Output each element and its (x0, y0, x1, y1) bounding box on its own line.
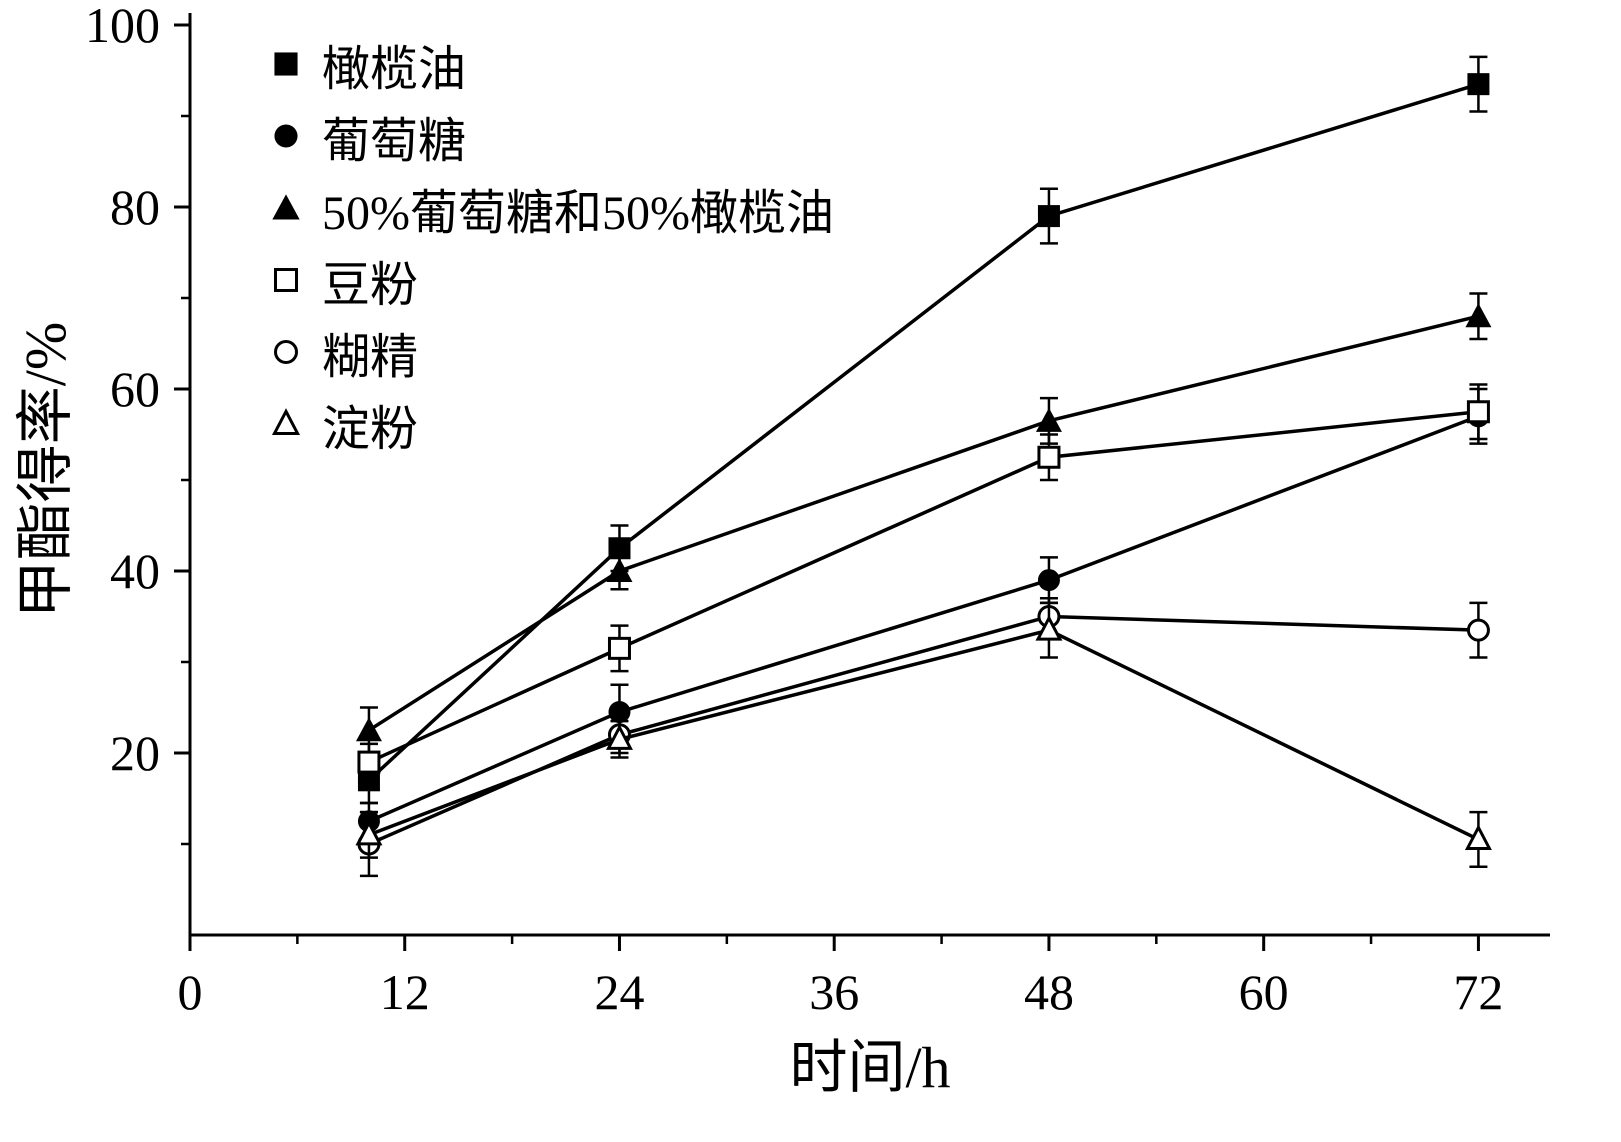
svg-text:20: 20 (110, 725, 160, 781)
legend-label: 糊精 (322, 331, 419, 384)
square-filled-icon (274, 52, 298, 76)
triangle-filled-icon (272, 194, 300, 220)
legend-label: 50%葡萄糖和50%橄榄油 (322, 187, 834, 240)
legend-item: 豆粉 (268, 244, 834, 316)
circle-filled-icon (274, 124, 298, 148)
svg-text:80: 80 (110, 179, 160, 235)
legend-item: 糊精 (268, 316, 834, 388)
legend-label: 葡萄糖 (322, 115, 467, 168)
svg-text:60: 60 (110, 361, 160, 417)
y-axis-title: 甲酯得率/% (13, 321, 78, 619)
legend-label: 淀粉 (322, 403, 419, 456)
legend-item: 葡萄糖 (268, 100, 834, 172)
legend-label: 橄榄油 (322, 43, 467, 96)
svg-text:24: 24 (594, 964, 644, 1020)
x-axis-title: 时间/h (789, 1035, 951, 1100)
legend-item: 50%葡萄糖和50%橄榄油 (268, 172, 834, 244)
legend-item: 淀粉 (268, 388, 834, 460)
svg-text:0: 0 (178, 964, 203, 1020)
svg-text:40: 40 (110, 543, 160, 599)
chart-legend: 橄榄油葡萄糖 50%葡萄糖和50%橄榄油 豆粉糊精淀粉 (268, 28, 834, 460)
svg-text:36: 36 (809, 964, 859, 1020)
svg-text:48: 48 (1024, 964, 1074, 1020)
square-open-icon (274, 268, 298, 292)
triangle-open-icon (271, 408, 301, 435)
legend-label: 豆粉 (322, 259, 419, 312)
svg-text:60: 60 (1239, 964, 1289, 1020)
legend-item: 橄榄油 (268, 28, 834, 100)
svg-text:72: 72 (1453, 964, 1503, 1020)
svg-text:100: 100 (85, 0, 160, 53)
circle-open-icon (274, 340, 298, 364)
svg-text:12: 12 (380, 964, 430, 1020)
